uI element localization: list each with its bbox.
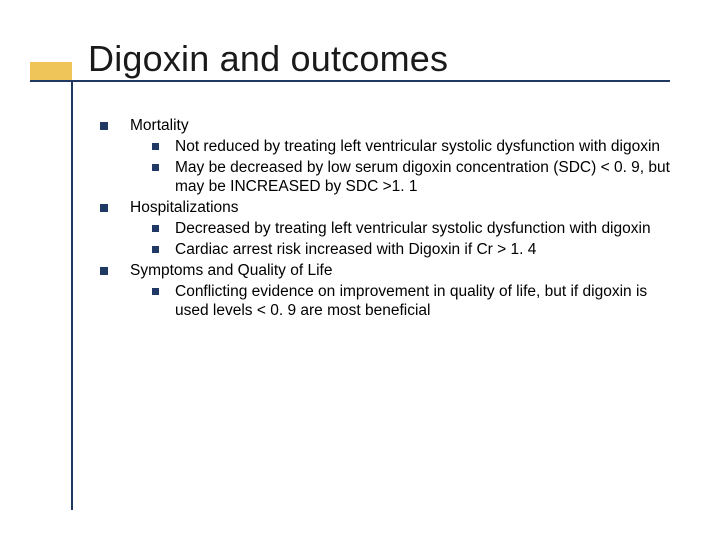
list-item-label: Not reduced by treating left ventricular…: [175, 137, 680, 157]
list-item-label: Decreased by treating left ventricular s…: [175, 219, 680, 239]
slide-body: Mortality Not reduced by treating left v…: [100, 116, 680, 322]
rule-horizontal: [30, 80, 670, 82]
list-item: Symptoms and Quality of Life: [100, 261, 680, 281]
list-item: Conflicting evidence on improvement in q…: [152, 282, 680, 322]
accent-block-top: [30, 62, 72, 82]
list-item-label: Mortality: [130, 116, 680, 136]
square-bullet-icon: [152, 225, 159, 232]
list-item-label: Cardiac arrest risk increased with Digox…: [175, 240, 680, 260]
square-bullet-icon: [100, 204, 108, 212]
square-bullet-icon: [152, 288, 159, 295]
list-item-label: Conflicting evidence on improvement in q…: [175, 282, 680, 322]
list-item: Cardiac arrest risk increased with Digox…: [152, 240, 680, 260]
slide-title: Digoxin and outcomes: [88, 38, 448, 80]
list-item-label: Hospitalizations: [130, 198, 680, 218]
square-bullet-icon: [152, 164, 159, 171]
list-item-label: Symptoms and Quality of Life: [130, 261, 680, 281]
square-bullet-icon: [100, 267, 108, 275]
list-item: Mortality: [100, 116, 680, 136]
square-bullet-icon: [152, 143, 159, 150]
square-bullet-icon: [152, 246, 159, 253]
list-item-label: May be decreased by low serum digoxin co…: [175, 158, 680, 198]
list-item: Not reduced by treating left ventricular…: [152, 137, 680, 157]
list-item: Decreased by treating left ventricular s…: [152, 219, 680, 239]
rule-vertical: [71, 80, 73, 510]
list-item: May be decreased by low serum digoxin co…: [152, 158, 680, 198]
square-bullet-icon: [100, 122, 108, 130]
list-item: Hospitalizations: [100, 198, 680, 218]
